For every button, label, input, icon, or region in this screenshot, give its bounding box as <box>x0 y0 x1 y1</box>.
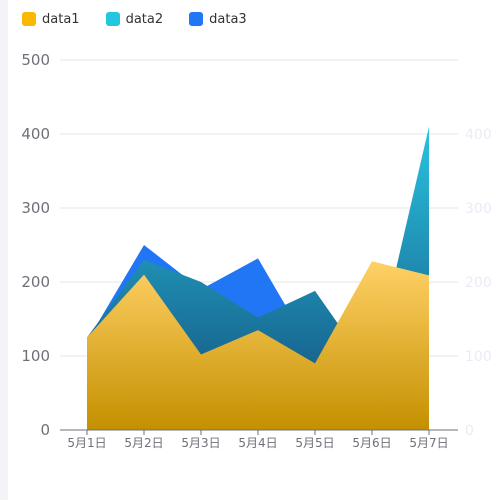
legend-item-data3[interactable]: data3 <box>189 12 247 27</box>
y-axis-left-ticks: 0 100 200 300 400 500 <box>21 51 50 439</box>
legend-label-data1: data1 <box>42 11 80 27</box>
legend-label-data3: data3 <box>209 11 247 27</box>
y-tick-left: 100 <box>21 347 50 365</box>
x-tick: 5月1日 <box>67 436 106 450</box>
y-axis-right-ticks: 0 100 200 300 400 <box>465 127 492 439</box>
legend-swatch-data2 <box>105 12 120 26</box>
area-data1[interactable] <box>87 261 429 430</box>
y-tick-left: 0 <box>40 421 50 439</box>
y-tick-right: 0 <box>465 423 474 439</box>
chart-card: data1 data2 data3 0 100 200 300 400 500 0 100 2… <box>8 0 500 500</box>
x-tick: 5月7日 <box>409 436 448 450</box>
x-axis-ticks: 5月1日 5月2日 5月3日 5月4日 5月5日 5月6日 5月7日 <box>67 436 448 450</box>
x-tick: 5月6日 <box>352 436 391 450</box>
legend: data1 data2 data3 <box>22 10 273 28</box>
legend-swatch-data3 <box>189 12 204 26</box>
y-tick-right: 300 <box>465 201 492 217</box>
y-tick-right: 400 <box>465 127 492 143</box>
x-tick: 5月3日 <box>181 436 220 450</box>
legend-label-data2: data2 <box>125 11 164 27</box>
x-tick: 5月4日 <box>238 436 277 450</box>
legend-item-data1[interactable]: data1 <box>22 12 80 27</box>
y-tick-right: 100 <box>465 349 492 365</box>
x-tick: 5月5日 <box>295 436 334 450</box>
y-tick-left: 400 <box>21 125 50 143</box>
series-areas <box>87 126 429 430</box>
y-tick-left: 300 <box>21 199 50 217</box>
x-tick: 5月2日 <box>124 436 163 450</box>
legend-swatch-data1 <box>22 12 36 26</box>
y-tick-left: 500 <box>21 51 50 69</box>
y-tick-right: 200 <box>465 275 492 291</box>
legend-item-data2[interactable]: data2 <box>105 11 164 27</box>
y-tick-left: 200 <box>21 273 50 291</box>
axes <box>60 429 458 435</box>
